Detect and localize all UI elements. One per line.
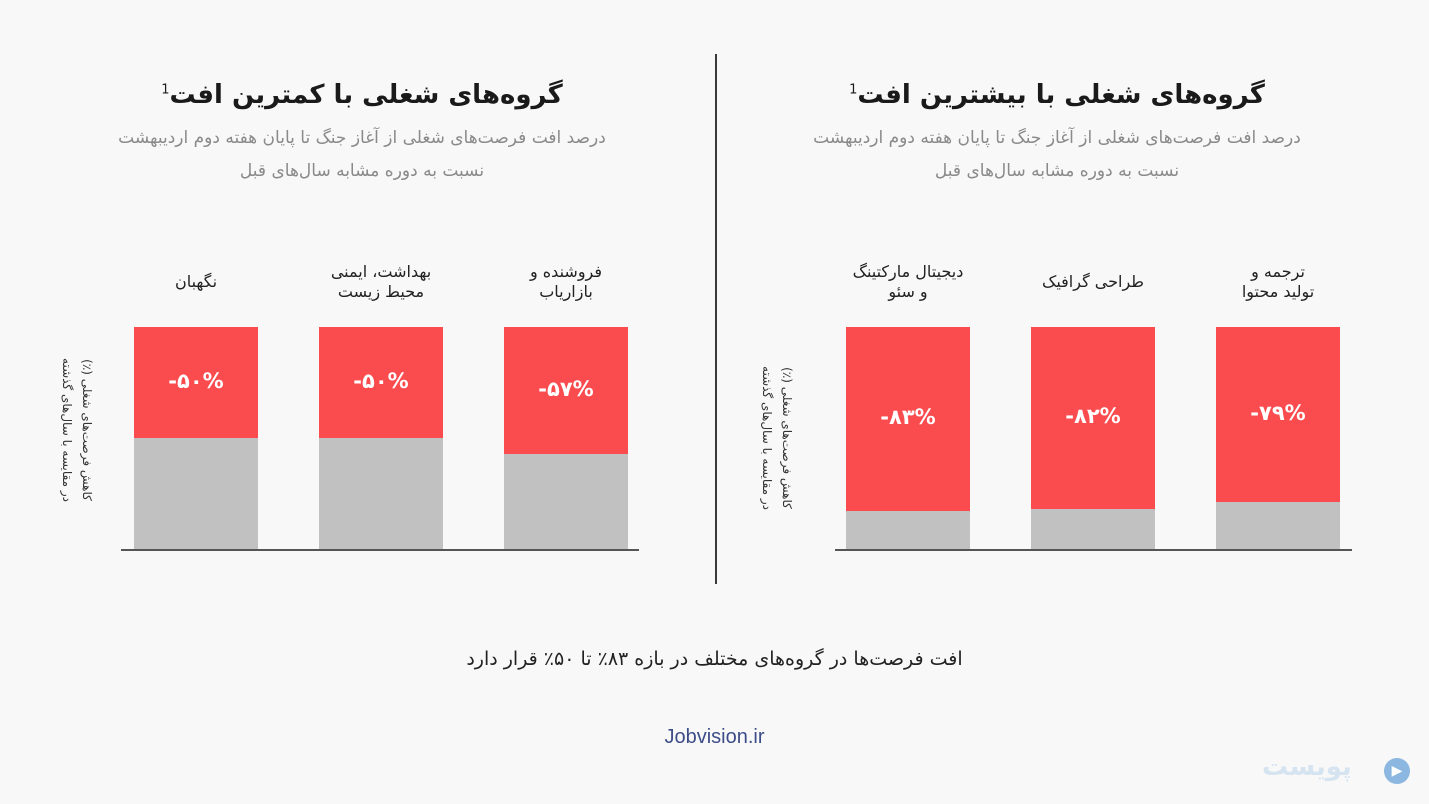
- category-label-line: فروشنده و: [529, 262, 603, 281]
- bar-value-label: -۵۷%: [538, 376, 594, 401]
- summary-text: افت فرصت‌ها در گروه‌های مختلف در بازه ۸۳…: [466, 648, 963, 670]
- category-label-line: بهداشت، ایمنی: [330, 262, 432, 281]
- bar-value-label: -۵۰%: [353, 368, 409, 393]
- x-axis-baseline: [835, 549, 1352, 551]
- bar: -۵۷%: [504, 327, 628, 549]
- category-label: فروشنده و بازاریاب: [486, 258, 646, 306]
- bar-value-label: -۸۳%: [880, 405, 936, 429]
- source-link[interactable]: Jobvision.ir: [664, 726, 765, 748]
- logo: پویست ▶: [1262, 752, 1412, 792]
- category-label: طراحی گرافیک: [1013, 258, 1173, 306]
- x-axis-baseline: [121, 549, 639, 551]
- subtitle-line-1: درصد افت فرصت‌های شغلی از آغاز جنگ تا پا…: [813, 128, 1301, 148]
- bar-drop-segment: -۵۷%: [504, 327, 628, 454]
- panel-least-drop: گروه‌های شغلی با کمترین افت1 درصد افت فر…: [0, 0, 714, 600]
- panel-subtitle: درصد افت فرصت‌های شغلی از آغاز جنگ تا پا…: [700, 122, 1414, 188]
- bar-value-label: -۸۲%: [1065, 404, 1121, 428]
- category-label-text: دیجیتال مارکتینگ و سئو: [853, 262, 964, 302]
- bar: -۵۰%: [319, 327, 443, 549]
- category-label-text: بهداشت، ایمنی محیط زیست: [331, 262, 431, 302]
- footnote-marker: 1: [161, 82, 170, 98]
- panel-most-drop: گروه‌های شغلی با بیشترین افت1 درصد افت ف…: [715, 0, 1429, 600]
- category-label-line: بازاریاب: [539, 282, 593, 301]
- bar-drop-segment: -۸۲%: [1031, 327, 1155, 509]
- y-axis-label-line-2: در مقایسه با سال‌های گذشته: [760, 366, 774, 510]
- panel-divider: [715, 54, 717, 584]
- y-axis-label-line-1: کاهش فرصت‌های شغلی (٪): [80, 359, 94, 501]
- bar: -۷۹%: [1216, 327, 1340, 549]
- play-circle-icon: ▶: [1384, 758, 1410, 784]
- panel-title: گروه‌های شغلی با بیشترین افت1: [700, 80, 1414, 110]
- category-label-text: ترجمه و تولید محتوا: [1242, 262, 1314, 302]
- y-axis-label-line-2: در مقایسه با سال‌های گذشته: [60, 358, 74, 502]
- panel-title: گروه‌های شغلی با کمترین افت1: [5, 80, 719, 110]
- y-axis-label-line-1: کاهش فرصت‌های شغلی (٪): [780, 367, 794, 509]
- category-label: نگهبان: [116, 258, 276, 306]
- category-label-line: محیط زیست: [337, 282, 425, 301]
- subtitle-line-2: نسبت به دوره مشابه سال‌های قبل: [934, 161, 1180, 181]
- bar-drop-segment: -۸۳%: [846, 327, 970, 511]
- footnote-marker: 1: [849, 82, 858, 98]
- bar: -۸۲%: [1031, 327, 1155, 549]
- category-label-line: ترجمه و: [1251, 262, 1305, 281]
- bar-value-label: -۷۹%: [1250, 400, 1306, 425]
- logo-text: پویست: [1262, 752, 1352, 782]
- panel-subtitle: درصد افت فرصت‌های شغلی از آغاز جنگ تا پا…: [5, 122, 719, 188]
- bar: -۸۳%: [846, 327, 970, 549]
- y-axis-label: کاهش فرصت‌های شغلی (٪) در مقایسه با سال‌…: [57, 320, 97, 540]
- subtitle-line-1: درصد افت فرصت‌های شغلی از آغاز جنگ تا پا…: [118, 128, 606, 148]
- category-label-text: نگهبان: [175, 272, 217, 292]
- bar: -۵۰%: [134, 327, 258, 549]
- bar-drop-segment: -۵۰%: [319, 327, 443, 438]
- category-label-text: فروشنده و بازاریاب: [530, 262, 602, 302]
- panel-title-text: گروه‌های شغلی با بیشترین افت: [857, 80, 1265, 110]
- category-label-line: تولید محتوا: [1241, 282, 1315, 301]
- y-axis-label: کاهش فرصت‌های شغلی (٪) در مقایسه با سال‌…: [757, 328, 797, 548]
- category-label: دیجیتال مارکتینگ و سئو: [828, 258, 988, 306]
- bar-value-label: -۵۰%: [168, 368, 224, 393]
- category-label: ترجمه و تولید محتوا: [1198, 258, 1358, 306]
- category-label: بهداشت، ایمنی محیط زیست: [301, 258, 461, 306]
- bar-drop-segment: -۷۹%: [1216, 327, 1340, 502]
- subtitle-line-2: نسبت به دوره مشابه سال‌های قبل: [239, 161, 485, 181]
- bar-drop-segment: -۵۰%: [134, 327, 258, 438]
- panel-title-text: گروه‌های شغلی با کمترین افت: [169, 80, 563, 110]
- category-label-line: طراحی گرافیک: [1042, 272, 1145, 291]
- category-label-line: دیجیتال مارکتینگ: [852, 262, 964, 281]
- category-label-line: نگهبان: [174, 272, 218, 291]
- category-label-text: طراحی گرافیک: [1042, 272, 1144, 292]
- category-label-line: و سئو: [888, 282, 928, 301]
